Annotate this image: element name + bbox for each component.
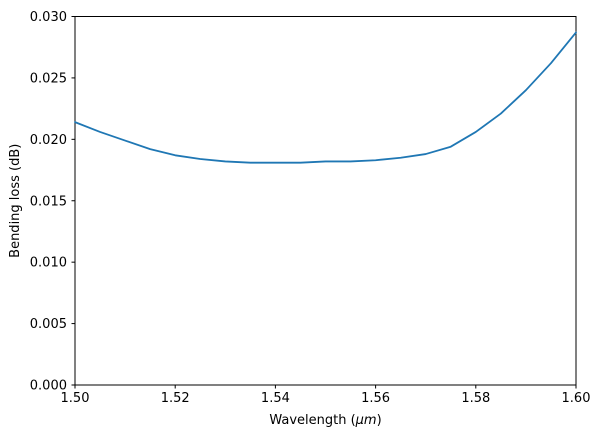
x-tick-label: 1.56 [361,391,390,406]
x-tick-label: 1.54 [261,391,290,406]
x-axis-label: Wavelength (μm) [269,413,381,428]
y-tick-label: 0.000 [30,379,67,394]
y-tick-label: 0.010 [30,256,67,271]
x-tick-label: 1.50 [61,391,90,406]
x-tick-label: 1.52 [161,391,190,406]
y-tick-label: 0.025 [30,71,67,86]
y-tick-label: 0.030 [30,10,67,25]
x-tick-label: 1.58 [461,391,490,406]
y-tick-label: 0.015 [30,194,67,209]
y-tick-label: 0.020 [30,133,67,148]
y-axis-label: Bending loss (dB) [8,144,23,258]
x-tick-label: 1.60 [562,391,591,406]
bending-loss-curve [74,31,577,164]
y-tick-label: 0.005 [30,317,67,332]
